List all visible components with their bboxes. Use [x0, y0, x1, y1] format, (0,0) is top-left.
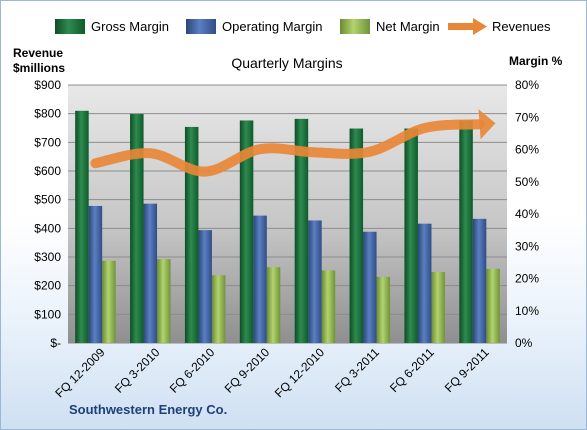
bar-operating-margin: [472, 218, 487, 343]
x-tick-label: FQ 6-2011: [387, 345, 437, 395]
right-tick-label: 70%: [515, 110, 539, 124]
revenue-line-path: [90, 119, 485, 177]
legend-label-revenues: Revenues: [492, 19, 551, 34]
right-tick-label: 10%: [515, 304, 539, 318]
right-tick-label: 80%: [515, 78, 539, 92]
bar-gross-margin: [75, 110, 89, 343]
x-axis-ticks: FQ 12-2009 FQ 3-2010 FQ 6-2010 FQ 9-2010 FQ …: [52, 345, 492, 400]
left-axis-title-line1: Revenue: [13, 46, 63, 60]
legend-swatch-net-margin: [340, 19, 370, 34]
chart-title: Quarterly Margins: [231, 55, 342, 71]
left-tick-label: $700: [34, 135, 61, 149]
bar-gross-margin: [130, 114, 144, 344]
left-tick-label: $200: [34, 279, 61, 293]
right-axis-ticks: 0% 10% 20% 30% 40% 50% 60% 70% 80%: [515, 78, 539, 350]
x-tick-label: FQ 3-2011: [332, 345, 382, 395]
x-tick-label: FQ 6-2010: [167, 345, 218, 396]
right-tick-label: 20%: [515, 272, 539, 286]
legend: Gross Margin Operating Margin Net Margin…: [55, 18, 551, 35]
bar-net-margin: [321, 270, 336, 343]
bar-operating-margin: [143, 203, 158, 343]
bar-net-margin: [211, 275, 226, 343]
bar-net-margin: [431, 272, 445, 343]
left-tick-label: $400: [34, 221, 61, 235]
left-axis-ticks: $- $100 $200 $300 $400 $500 $600 $700 $800 $900: [34, 78, 61, 350]
revenue-line: [90, 109, 496, 177]
left-tick-label: $900: [34, 78, 61, 92]
legend-swatch-operating-margin: [186, 19, 216, 34]
x-tick-label: FQ 9-2011: [442, 345, 492, 395]
bar-operating-margin: [363, 231, 377, 343]
left-tick-label: $100: [34, 307, 61, 321]
revenue-arrowhead: [478, 109, 496, 140]
legend-label-operating-margin: Operating Margin: [222, 19, 322, 34]
company-name: Southwestern Energy Co.: [69, 402, 227, 417]
bars: [75, 110, 500, 344]
bar-net-margin: [157, 259, 171, 343]
bar-net-margin: [486, 268, 500, 343]
left-tick-label: $500: [34, 193, 61, 207]
bar-gross-margin: [239, 120, 254, 343]
right-tick-label: 40%: [515, 207, 539, 221]
x-tick-label: FQ 9-2010: [222, 345, 273, 396]
right-tick-label: 0%: [515, 336, 533, 350]
bar-gross-margin: [459, 120, 473, 343]
legend-label-net-margin: Net Margin: [376, 19, 440, 34]
bar-operating-margin: [308, 220, 322, 343]
bar-operating-margin: [253, 215, 267, 343]
left-axis-title-line2: $millions: [13, 61, 65, 75]
x-tick-label: FQ 12-2009: [52, 345, 107, 400]
bar-net-margin: [266, 267, 281, 343]
legend-arrowhead-revenues: [473, 18, 487, 35]
bar-operating-margin: [88, 205, 103, 343]
x-tick-label: FQ 12-2010: [272, 345, 327, 400]
right-axis-title: Margin %: [509, 54, 563, 68]
left-tick-label: $300: [34, 250, 61, 264]
bar-operating-margin: [417, 223, 432, 343]
bar-net-margin: [102, 260, 116, 343]
bar-gross-margin: [294, 118, 309, 343]
bar-operating-margin: [198, 230, 212, 343]
x-tick-label: FQ 3-2010: [112, 345, 163, 396]
right-tick-label: 30%: [515, 239, 539, 253]
bar-net-margin: [376, 276, 391, 343]
legend-label-gross-margin: Gross Margin: [91, 19, 169, 34]
left-tick-label: $800: [34, 107, 61, 121]
right-tick-label: 50%: [515, 175, 539, 189]
bar-gross-margin: [184, 126, 199, 343]
legend-swatch-gross-margin: [55, 19, 85, 34]
bar-gross-margin: [404, 128, 418, 343]
right-tick-label: 60%: [515, 143, 539, 157]
left-tick-label: $-: [50, 336, 61, 350]
left-tick-label: $600: [34, 164, 61, 178]
bar-gross-margin: [349, 128, 364, 343]
